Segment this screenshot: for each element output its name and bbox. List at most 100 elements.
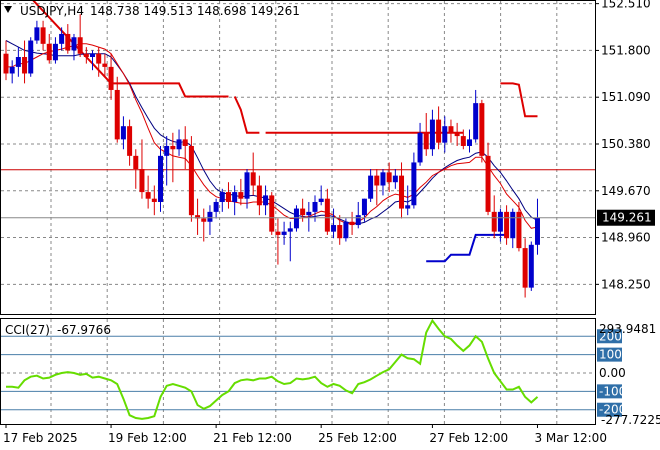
candle-body [331, 225, 337, 232]
candle-body [52, 43, 58, 61]
candle-body [263, 195, 269, 206]
price-tick-label: 149.670 [601, 184, 651, 198]
candle-body [504, 211, 510, 239]
candle-body [114, 89, 120, 140]
price-grid [1, 1, 595, 314]
price-tick-label: 150.380 [601, 137, 651, 151]
cci-line-group [6, 319, 539, 420]
candle-body [269, 195, 275, 232]
candle-body [516, 211, 522, 249]
candle-body [318, 198, 324, 202]
price-tick-label: 148.960 [601, 231, 651, 245]
candle-body [380, 172, 386, 186]
candle-body [46, 43, 52, 61]
candle-body [423, 132, 429, 150]
candle-body [59, 33, 65, 44]
candle-body [83, 53, 89, 58]
candle-body [133, 155, 139, 170]
cci-line [6, 319, 539, 420]
candles [3, 14, 540, 298]
candle-body [219, 192, 225, 202]
candle-body [528, 244, 534, 288]
cci-level-label: -100 [599, 384, 626, 398]
candle-body [96, 53, 102, 64]
candle-body [250, 172, 256, 186]
candle-body [448, 126, 454, 133]
cci-level-label: 0.00 [599, 366, 626, 380]
cci-level-badge [597, 329, 622, 344]
candle-body [151, 198, 157, 202]
candle-body [9, 66, 15, 74]
candle-body [188, 145, 194, 216]
candle-body [71, 37, 77, 51]
cci-level-label: 200 [599, 329, 622, 343]
candle-body [429, 119, 435, 150]
current-price-box [597, 209, 655, 226]
time-label: 3 Mar 12:00 [534, 431, 607, 445]
cci-title: CCI(27) [5, 323, 50, 337]
symbol-arrow-icon [4, 6, 12, 13]
candle-body [293, 208, 299, 229]
cci-level-label: 100 [599, 348, 622, 362]
candle-body [28, 40, 34, 74]
candle-body [201, 218, 207, 222]
candle-body [65, 33, 71, 51]
cci-panel-frame [0, 318, 596, 425]
candle-body [534, 217, 540, 245]
candle-body [244, 172, 250, 199]
candle-body [108, 66, 114, 90]
candle-body [324, 198, 330, 232]
candle-body [417, 132, 423, 163]
cci-value: -67.9766 [57, 323, 111, 337]
candle-body [225, 192, 231, 202]
cci-level-badge [597, 402, 622, 417]
cci-level-badge [597, 347, 622, 362]
price-tick-label: 151.090 [601, 90, 651, 104]
price-header: USDJPY,H4 148.738 149.513 148.698 149.26… [4, 4, 300, 18]
candle-body [491, 211, 497, 232]
candle-body [3, 53, 9, 74]
candle-body [287, 228, 293, 232]
blue-stop-line [426, 233, 507, 263]
symbol-label: USDJPY,H4 [20, 4, 84, 18]
candle-body [497, 211, 503, 232]
candle-body [355, 215, 361, 226]
candle-body [15, 57, 21, 67]
candle-body [176, 139, 182, 150]
time-label: 27 Feb 12:00 [429, 431, 508, 445]
time-label: 19 Feb 12:00 [108, 431, 187, 445]
ohlc-label: 148.738 149.513 148.698 149.261 [90, 4, 300, 18]
red-stop-line [233, 96, 260, 134]
candle-body [460, 136, 466, 146]
red-stop-line [500, 82, 538, 118]
candle-body [343, 221, 349, 239]
current-price: 149.261 [1, 209, 655, 226]
price-axis: 152.510 151.800 151.090 150.380 149.670 148.9… [595, 0, 651, 291]
candle-body [22, 57, 28, 74]
cci-level-badge [597, 384, 622, 399]
candle-body [120, 126, 126, 140]
candle-body [40, 27, 46, 44]
candle-body [139, 169, 145, 193]
candle-body [195, 215, 201, 219]
candle-body [442, 126, 448, 143]
candle-body [479, 103, 485, 156]
candle-body [392, 175, 398, 183]
candle-body [522, 248, 528, 288]
candle-body [164, 145, 170, 156]
candle-body [361, 198, 367, 216]
time-axis: 17 Feb 2025 19 Feb 12:00 21 Feb 12:00 25 Fe… [3, 424, 607, 445]
candle-body [473, 103, 479, 140]
candle-body [281, 231, 287, 235]
candle-body [386, 172, 392, 183]
price-panel: 152.510 151.800 151.090 150.380 149.670 148.9… [0, 0, 655, 315]
candle-body [158, 155, 163, 202]
price-tick-label: 152.510 [601, 0, 651, 11]
candle-body [127, 126, 133, 156]
candle-body [312, 201, 318, 212]
time-label: 25 Feb 12:00 [318, 431, 397, 445]
candle-body [485, 155, 491, 212]
candle-body [349, 221, 355, 226]
candle-body [77, 37, 83, 54]
